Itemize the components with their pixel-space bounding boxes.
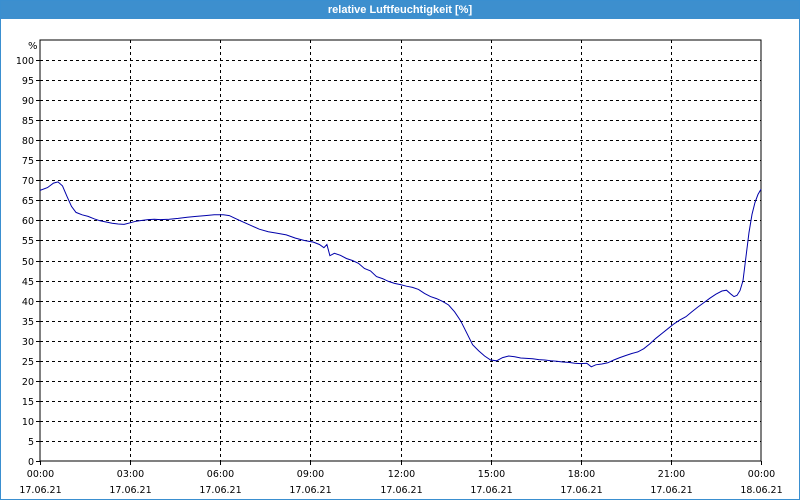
x-tick-date-label: 17.06.21 [470,485,512,496]
y-tick-label: 20 [22,377,34,388]
y-tick-label: 100 [16,56,34,67]
grid-lines [40,40,761,461]
x-tick-time-label: 03:00 [117,469,144,480]
y-axis-ticks: 0 5 10 15 20 25 30 35 40 45 50 55 60 65 70 75 80 85 90 95 10… [16,56,40,468]
y-tick-label: 35 [22,317,34,328]
y-tick-label: 5 [28,437,34,448]
x-tick-date-label: 17.06.21 [289,485,331,496]
y-tick-label: 75 [22,156,34,167]
window-title: relative Luftfeuchtigkeit [%] [1,1,799,19]
x-tick-date-label: 17.06.21 [380,485,422,496]
y-tick-label: 90 [22,96,34,107]
y-tick-label: 85 [22,116,34,127]
y-tick-label: 60 [22,216,34,227]
y-tick-label: 30 [22,337,34,348]
x-tick-time-label: 21:00 [658,469,685,480]
y-tick-label: 25 [22,357,34,368]
x-tick-time-label: 18:00 [568,469,595,480]
plot-area [39,39,762,462]
x-tick-time-label: 12:00 [388,469,415,480]
x-tick-time-label: 15:00 [478,469,505,480]
y-tick-label: 10 [22,417,34,428]
y-tick-label: 70 [22,176,34,187]
x-tick-time-label: 09:00 [297,469,324,480]
humidity-series-line [39,181,762,368]
y-tick-label: 55 [22,236,34,247]
x-tick-date-label: 17.06.21 [19,485,61,496]
x-tick-date-label: 17.06.21 [199,485,241,496]
y-tick-label: 0 [28,457,34,468]
y-tick-label: 95 [22,76,34,87]
y-tick-label: 45 [22,277,34,288]
x-tick-time-label: 00:00 [27,469,54,480]
x-tick-date-label: 17.06.21 [650,485,692,496]
x-tick-time-label: 06:00 [207,469,234,480]
x-tick-date-label: 17.06.21 [109,485,151,496]
y-tick-label: 40 [22,297,34,308]
x-tick-date-label: 17.06.21 [560,485,602,496]
y-axis-unit-label: % [28,41,38,52]
y-tick-label: 65 [22,196,34,207]
y-tick-label: 80 [22,136,34,147]
x-tick-time-label: 00:00 [748,469,775,480]
x-tick-date-label: 18.06.21 [740,485,782,496]
x-axis-ticks: 00:00 17.06.21 03:00 17.06.21 06:00 17.06.21 0… [19,461,783,496]
y-tick-label: 15 [22,397,34,408]
y-tick-label: 50 [22,257,34,268]
